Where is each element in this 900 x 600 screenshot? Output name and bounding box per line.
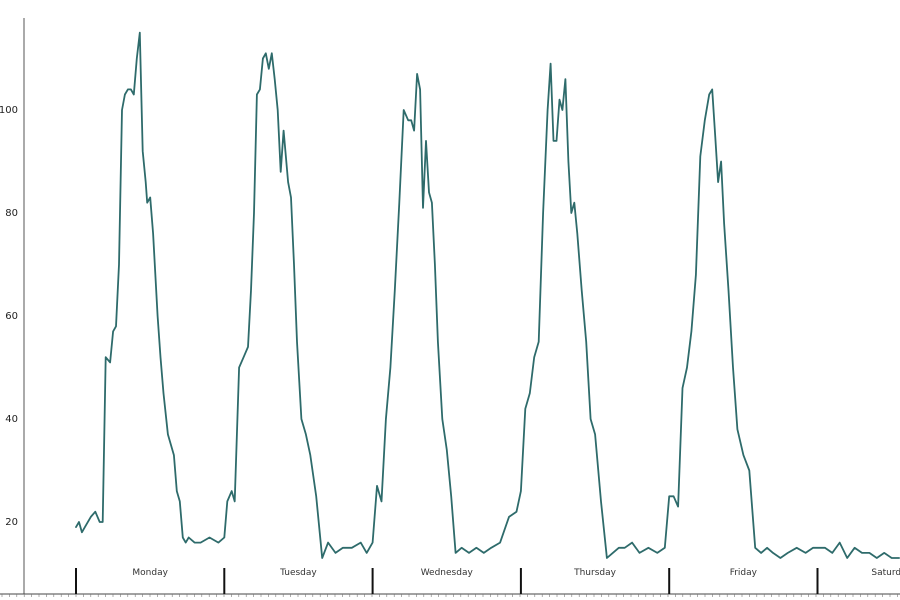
day-label: Tuesday [279,568,317,578]
day-label: Thursday [573,568,617,578]
day-label: Wednesday [421,568,474,578]
y-tick-label: 80 [5,208,18,219]
axes: 20 40 60 80 100 Monday Tuesday Wednesday Thursda… [0,18,900,597]
plot-area [75,31,900,559]
day-label: Monday [132,568,168,578]
y-tick-label: 20 [5,517,18,528]
y-tick-label: 100 [0,105,18,116]
y-tick-label: 40 [5,414,18,425]
day-label: Saturday [871,568,900,578]
day-label: Friday [730,568,758,578]
y-tick-label: 60 [5,311,18,322]
series-line [75,31,900,559]
